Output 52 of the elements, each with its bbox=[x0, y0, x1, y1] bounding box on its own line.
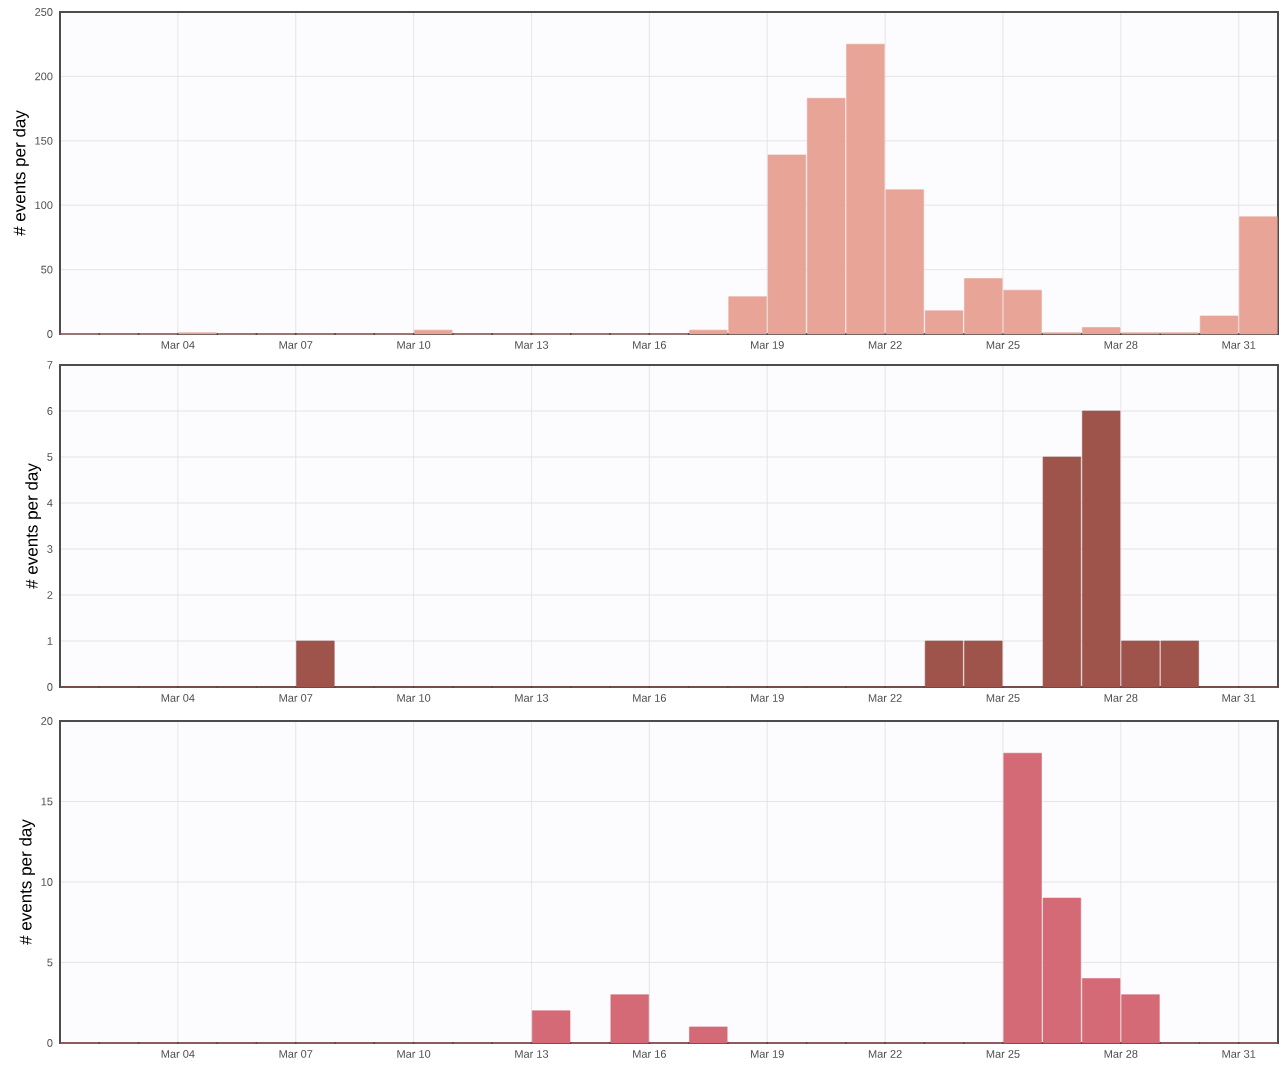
y-tick-label: 2 bbox=[47, 591, 53, 599]
x-tick-label: Mar 07 bbox=[279, 1050, 313, 1058]
x-tick-label: Mar 22 bbox=[868, 1050, 902, 1058]
y-tick-label: 0 bbox=[47, 683, 53, 691]
y-tick-label: 250 bbox=[35, 8, 53, 16]
x-tick-label: Mar 04 bbox=[161, 694, 195, 702]
x-tick-label: Mar 10 bbox=[397, 1050, 431, 1058]
x-tick-label: Mar 28 bbox=[1104, 1050, 1138, 1058]
x-tick-label: Mar 16 bbox=[633, 694, 666, 702]
x-tick-label: Mar 10 bbox=[397, 694, 431, 702]
y-tick-label: 5 bbox=[47, 958, 53, 967]
y-tick-label: 6 bbox=[47, 407, 53, 415]
x-tick-label: Mar 31 bbox=[1222, 1050, 1256, 1058]
y-tick-label: 200 bbox=[35, 72, 53, 81]
x-tick-label: Mar 28 bbox=[1104, 341, 1138, 349]
y-tick-label: 0 bbox=[47, 330, 53, 338]
y-tick-label: 7 bbox=[47, 361, 53, 369]
y-axis-title: # events per day bbox=[25, 463, 42, 589]
x-tick-label: Mar 22 bbox=[868, 341, 902, 349]
x-tick-label: Mar 22 bbox=[868, 694, 902, 702]
x-tick-label: Mar 13 bbox=[515, 341, 549, 349]
x-tick-label: Mar 16 bbox=[633, 341, 666, 349]
x-tick-label: Mar 19 bbox=[751, 341, 784, 349]
x-tick-label: Mar 25 bbox=[986, 1050, 1020, 1058]
y-tick-label: 3 bbox=[47, 545, 53, 553]
x-tick-label: Mar 31 bbox=[1222, 341, 1256, 349]
x-tick-label: Mar 13 bbox=[515, 1050, 549, 1058]
x-tick-label: Mar 25 bbox=[986, 341, 1020, 349]
x-tick-label: Mar 16 bbox=[633, 1050, 666, 1058]
x-tick-label: Mar 10 bbox=[397, 341, 431, 349]
x-tick-label: Mar 13 bbox=[515, 694, 549, 702]
y-tick-label: 100 bbox=[35, 201, 53, 210]
y-tick-label: 0 bbox=[47, 1039, 53, 1047]
x-tick-label: Mar 19 bbox=[751, 694, 784, 702]
x-tick-label: Mar 04 bbox=[161, 1050, 195, 1058]
y-axis-title: # events per day bbox=[13, 110, 29, 236]
x-tick-label: Mar 25 bbox=[986, 694, 1020, 702]
x-tick-label: Mar 07 bbox=[279, 341, 313, 349]
y-tick-label: 5 bbox=[47, 453, 53, 461]
x-tick-label: Mar 31 bbox=[1222, 694, 1256, 702]
x-tick-label: Mar 28 bbox=[1104, 694, 1138, 702]
x-tick-label: Mar 04 bbox=[161, 341, 195, 349]
y-tick-label: 4 bbox=[47, 499, 53, 507]
y-tick-label: 50 bbox=[41, 265, 53, 274]
y-tick-label: 150 bbox=[35, 136, 53, 145]
y-axis-title: # events per day bbox=[19, 819, 35, 945]
y-tick-label: 10 bbox=[41, 878, 53, 886]
x-tick-label: Mar 07 bbox=[279, 694, 313, 702]
y-tick-label: 1 bbox=[47, 637, 53, 645]
y-tick-label: 15 bbox=[41, 797, 53, 806]
y-tick-label: 20 bbox=[41, 717, 53, 725]
x-tick-label: Mar 19 bbox=[751, 1050, 784, 1058]
